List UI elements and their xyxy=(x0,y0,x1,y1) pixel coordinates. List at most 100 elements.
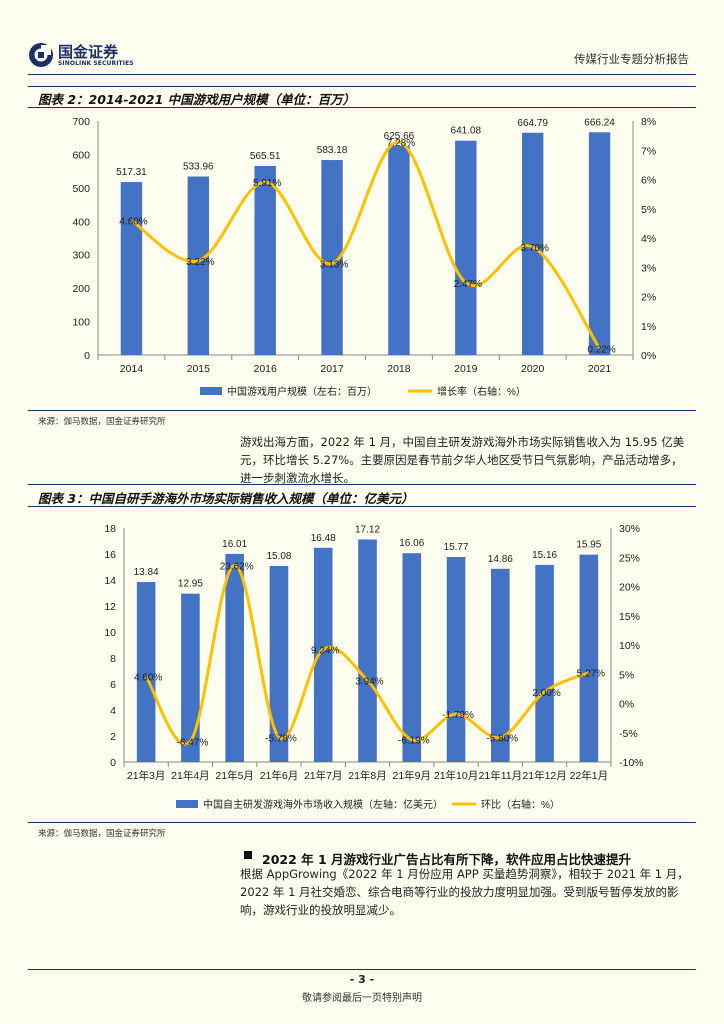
fig3-bar xyxy=(402,553,422,762)
fig3-line-label: 2.00% xyxy=(532,688,560,699)
fig2-right-tick: 5% xyxy=(641,204,656,216)
fig3-left-tick: 2 xyxy=(110,731,116,743)
fig3-category-label: 21年11月 xyxy=(479,769,523,782)
fig3-bar-label: 17.12 xyxy=(355,524,380,535)
fig3-right-tick: -10% xyxy=(619,757,644,769)
fig3-line-label: 23.62% xyxy=(220,561,254,572)
figure2-source: 来源：伽马数据，国金证券研究所 xyxy=(38,417,166,427)
fig2-bar-label: 641.08 xyxy=(451,126,482,137)
fig3-category-label: 21年3月 xyxy=(127,769,166,782)
fig2-category-label: 2021 xyxy=(588,363,612,375)
fig2-right-tick: 1% xyxy=(641,321,656,333)
fig3-right-tick: -5% xyxy=(619,728,638,740)
fig3-bar-label: 15.16 xyxy=(532,550,557,561)
fig3-bar xyxy=(491,568,510,762)
fig3-line-label: 4.60% xyxy=(134,673,162,684)
fig2-line-label: 3.70% xyxy=(521,243,549,254)
paragraph-overseas: 游戏出海方面，2022 年 1 月，中国自主研发游戏海外市场实际销售收入为 15… xyxy=(240,435,685,485)
fig2-left-tick: 600 xyxy=(72,149,90,161)
fig3-right-tick: 0% xyxy=(619,699,634,711)
fig2-right-tick: 3% xyxy=(641,262,656,274)
fig2-growth-line xyxy=(130,140,601,350)
fig3-category-label: 21年10月 xyxy=(434,769,478,782)
fig3-left-tick: 0 xyxy=(110,757,116,769)
fig2-bar-label: 533.96 xyxy=(183,162,214,173)
fig3-bar-label: 14.86 xyxy=(488,554,513,565)
figure2-chart: 0 100 200 300 400 500 600 700 0% 1% 2% 3% 4% 5% 6% 7% 8%… xyxy=(72,116,656,398)
fig2-right-tick: 7% xyxy=(641,145,656,157)
fig2-line-label: 2.47% xyxy=(454,279,482,290)
fig3-category-label: 21年6月 xyxy=(260,769,299,782)
fig2-line-label: 3.22% xyxy=(186,257,214,268)
fig3-right-tick: 25% xyxy=(619,552,640,564)
fig2-right-tick: 6% xyxy=(641,175,656,187)
fig3-bar xyxy=(313,547,333,762)
fig3-line-label: -6.19% xyxy=(398,736,430,747)
fig3-bar xyxy=(225,553,244,762)
figure3-chart: 0 2 4 6 8 10 12 14 16 18 -10% -5% 0% 5% 10% 15% 20% 25% 30… xyxy=(104,523,644,811)
fig2-category-label: 2018 xyxy=(387,363,411,375)
fig3-right-tick: 5% xyxy=(619,669,634,681)
fig3-bar-label: 16.06 xyxy=(399,538,424,549)
fig2-legend-bar-swatch xyxy=(200,387,222,395)
header-rule xyxy=(28,74,696,75)
fig3-bar-label: 15.95 xyxy=(576,540,601,551)
fig3-bar xyxy=(535,564,554,762)
section-heading: 2022 年 1 月游戏行业广告占比有所下降，软件应用占比快速提升 xyxy=(262,852,632,867)
fig2-bar-label: 565.51 xyxy=(250,151,281,162)
fig2-bar-label: 664.79 xyxy=(517,118,548,129)
fig2-left-tick: 500 xyxy=(72,183,90,195)
fig3-bar-label: 12.95 xyxy=(178,579,203,590)
figure3-title: 图表 3：中国自研手游海外市场实际销售收入规模（单位：亿美元） xyxy=(38,491,414,506)
fig3-bar xyxy=(181,593,200,762)
fig2-bar xyxy=(254,165,276,355)
fig3-bar xyxy=(446,556,466,762)
fig2-left-tick: 700 xyxy=(72,116,90,128)
fig3-left-tick: 10 xyxy=(104,627,116,639)
paragraph-advertising: 根据 AppGrowing《2022 年 1 月份应用 APP 买量趋势洞察》，… xyxy=(240,867,689,917)
fig2-bar-label: 625.66 xyxy=(384,131,415,142)
fig2-bar-label: 583.18 xyxy=(317,145,348,156)
fig3-category-label: 21年4月 xyxy=(171,769,210,782)
fig2-bar xyxy=(388,145,410,355)
figure3-title-rule xyxy=(28,506,696,507)
fig2-left-tick: 400 xyxy=(72,216,90,228)
fig3-line-label: 5.27% xyxy=(577,669,605,680)
fig2-line-label: 4.60% xyxy=(119,216,147,227)
fig2-category-label: 2015 xyxy=(187,363,211,375)
fig3-line-label: -6.47% xyxy=(177,737,209,748)
fig2-right-tick: 0% xyxy=(641,350,656,362)
fig3-bar-label: 13.84 xyxy=(134,567,159,578)
fig3-legend-bar-label: 中国自主研发游戏海外市场收入规模（左轴：亿美元） xyxy=(203,798,443,811)
fig2-category-label: 2016 xyxy=(254,363,278,375)
fig2-bar xyxy=(455,140,477,355)
fig3-left-tick: 14 xyxy=(104,575,116,587)
fig2-right-tick: 4% xyxy=(641,233,656,245)
fig3-category-label: 21年5月 xyxy=(215,769,254,782)
fig2-right-tick: 8% xyxy=(641,116,656,128)
fig3-line-label: -5.78% xyxy=(265,733,297,744)
fig2-left-tick: 100 xyxy=(72,317,90,329)
fig3-right-tick: 30% xyxy=(619,523,640,535)
logo-name: 国金证券 xyxy=(58,43,119,61)
figure2-title-rule xyxy=(28,107,696,108)
figure3-source: 来源：伽马数据，国金证券研究所 xyxy=(38,829,166,839)
fig3-line-label: 3.94% xyxy=(355,676,383,687)
fig3-right-tick: 10% xyxy=(619,640,640,652)
logo-icon xyxy=(29,43,53,67)
figure3-bottom-rule xyxy=(28,822,696,823)
fig3-line-label: -5.80% xyxy=(486,733,518,744)
report-title: 传媒行业专题分析报告 xyxy=(574,52,689,66)
fig3-bar xyxy=(358,539,377,762)
figure2-top-rule xyxy=(28,86,696,87)
fig2-category-label: 2017 xyxy=(320,363,344,375)
section-bullet-icon xyxy=(244,851,252,859)
fig2-left-tick: 300 xyxy=(72,250,90,262)
fig3-bar-label: 16.48 xyxy=(311,533,336,544)
fig2-line-label: 3.13% xyxy=(320,259,348,270)
fig3-growth-line xyxy=(144,563,590,746)
fig2-category-label: 2020 xyxy=(521,363,545,375)
fig2-line-label: 7.28% xyxy=(387,138,415,149)
figure2-bottom-rule xyxy=(28,410,696,411)
fig2-legend-line-label: 增长率（右轴：%） xyxy=(437,385,526,398)
